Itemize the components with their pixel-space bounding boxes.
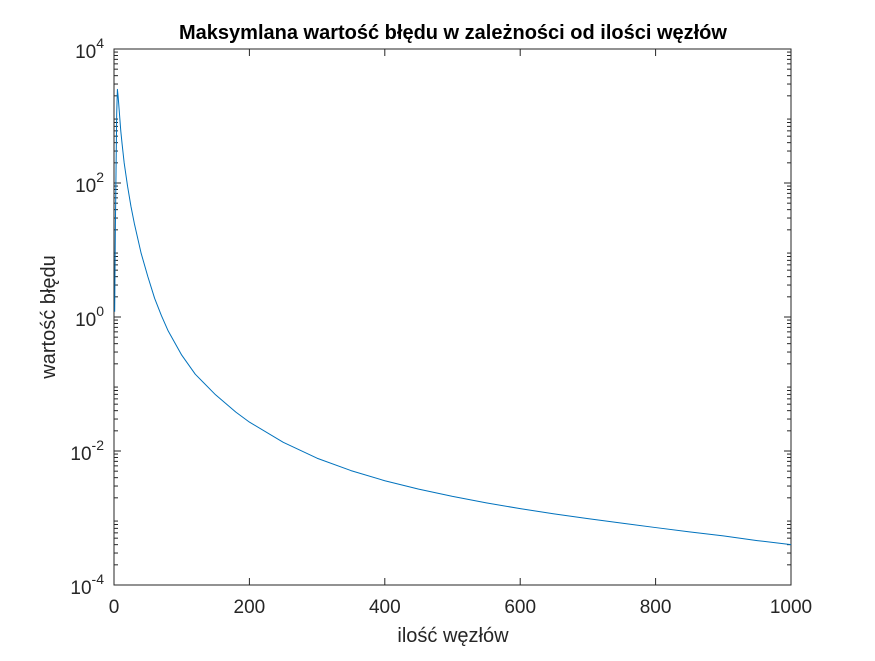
plot-area	[113, 48, 792, 586]
y-tick-label: 104	[75, 35, 104, 63]
major-ticks	[113, 48, 792, 586]
y-tick-label: 100	[75, 303, 104, 331]
x-tick-label: 400	[369, 597, 401, 618]
x-tick-label: 0	[109, 597, 120, 618]
y-tick-labels: 10-4 10-2 100 102 104	[70, 35, 104, 599]
series-line-error	[114, 88, 792, 546]
x-tick-label: 1000	[770, 597, 812, 618]
x-axis-label: ilość węzłów	[397, 625, 509, 647]
x-tick-labels: 0 200 400 600 800 1000	[109, 597, 812, 618]
y-tick-label: 10-4	[70, 571, 104, 599]
y-tick-label: 102	[75, 169, 104, 197]
y-tick-label: 10-2	[70, 437, 104, 465]
minor-ticks	[114, 51, 791, 566]
chart-title: Maksymlana wartość błędu w zależności od…	[179, 22, 727, 44]
x-tick-label: 200	[234, 597, 266, 618]
y-axis-label: wartość błędu	[38, 255, 60, 379]
x-tick-label: 800	[640, 597, 672, 618]
x-tick-label: 600	[504, 597, 536, 618]
